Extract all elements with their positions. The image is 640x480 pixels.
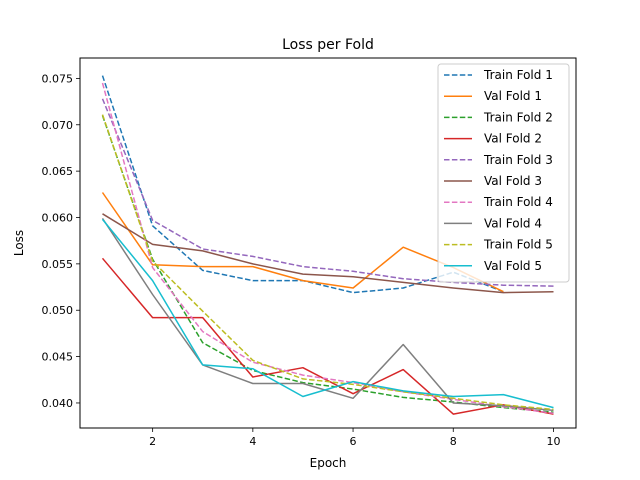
legend-label-val-fold-3: Val Fold 3 [484,174,542,188]
x-tick-label: 4 [249,435,256,448]
legend-label-train-fold-3: Train Fold 3 [483,153,553,167]
series-line-train-fold-3 [101,98,554,287]
series-line-val-fold-1 [101,192,504,293]
legend-label-val-fold-4: Val Fold 4 [484,216,542,230]
legend-label-train-fold-4: Train Fold 4 [483,195,553,209]
legend-label-val-fold-1: Val Fold 1 [484,89,542,103]
legend-label-train-fold-5: Train Fold 5 [483,238,553,252]
legend: Train Fold 1 Val Fold 1 Train Fold 2 Val Fo… [437,63,570,283]
series-line-train-fold-5 [101,114,554,411]
y-tick-label: 0.065 [42,165,74,178]
y-axis-label: Loss [12,230,26,256]
series-line-val-fold-4 [101,217,554,412]
y-tick-label: 0.040 [42,397,74,410]
legend-label-val-fold-5: Val Fold 5 [484,259,542,273]
plot-frame [79,57,577,429]
x-tick-label: 8 [450,435,457,448]
axis-ticks: 2 4 6 8 10 0.040 0.045 0.050 0.055 0.060 0.065 0.07… [42,72,561,448]
legend-label-train-fold-2: Train Fold 2 [483,110,553,124]
x-tick-label: 6 [350,435,357,448]
series-line-val-fold-3 [102,213,554,294]
x-tick-label: 10 [546,435,560,448]
x-tick-label: 2 [149,435,156,448]
series-line-val-fold-2 [101,257,554,415]
y-tick-label: 0.050 [42,304,74,317]
series-lines [101,75,554,415]
legend-label-train-fold-1: Train Fold 1 [483,68,553,82]
y-tick-label: 0.070 [42,119,74,132]
y-tick-label: 0.075 [42,72,74,85]
x-axis-label: Epoch [310,456,347,470]
y-tick-label: 0.060 [42,211,74,224]
y-tick-label: 0.055 [42,258,74,271]
legend-label-val-fold-2: Val Fold 2 [484,132,542,146]
series-line-val-fold-5 [101,218,554,409]
series-line-train-fold-4 [101,82,554,414]
legend-box [437,63,570,283]
series-line-train-fold-2 [101,115,554,413]
chart-title: Loss per Fold [282,37,374,53]
y-tick-label: 0.045 [42,351,74,364]
